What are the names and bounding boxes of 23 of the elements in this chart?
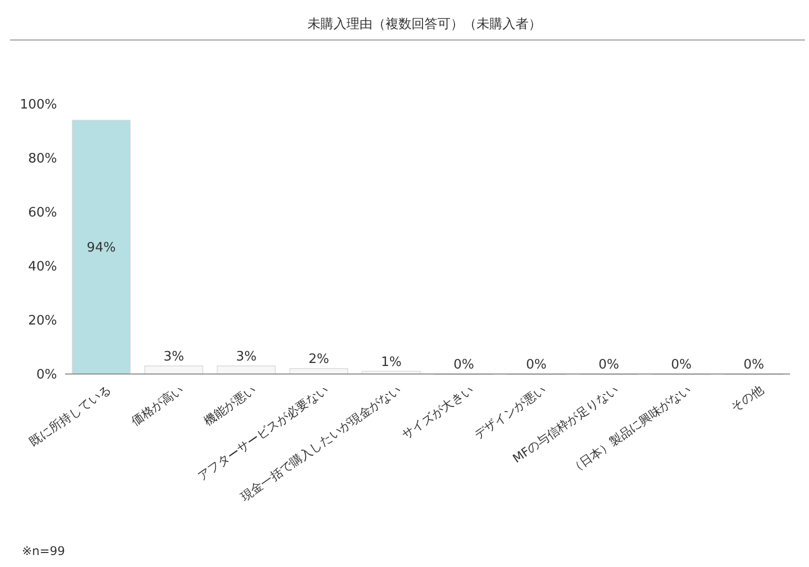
x-tick-label: 価格が高い — [128, 382, 186, 428]
x-tick-label: 既に所持している — [26, 382, 114, 449]
data-label: 2% — [308, 352, 330, 368]
y-tick-label: 40% — [28, 260, 57, 275]
data-label: 0% — [526, 358, 547, 373]
data-label: 3% — [236, 349, 257, 364]
data-label: 0% — [743, 358, 764, 373]
x-tick-label: その他 — [728, 382, 766, 415]
data-label: 1% — [380, 354, 402, 370]
data-label: 0% — [598, 358, 620, 373]
y-tick-label: 100% — [20, 98, 57, 113]
data-label: 94% — [86, 240, 116, 256]
data-label: 0% — [670, 358, 692, 373]
chart-title: 未購入理由（複数回答可）（未購入者） — [308, 17, 542, 32]
x-tick-label: サイズが大きい — [399, 382, 476, 442]
x-tick-label: 機能が悪い — [201, 382, 258, 428]
text: ※n=99 — [22, 544, 65, 558]
y-tick-label: 60% — [28, 206, 57, 221]
y-tick-label: 0% — [36, 368, 57, 383]
data-label: 3% — [163, 349, 184, 364]
data-label: 0% — [453, 358, 474, 373]
y-tick-label: 20% — [28, 314, 57, 329]
y-tick-label: 80% — [28, 152, 57, 167]
